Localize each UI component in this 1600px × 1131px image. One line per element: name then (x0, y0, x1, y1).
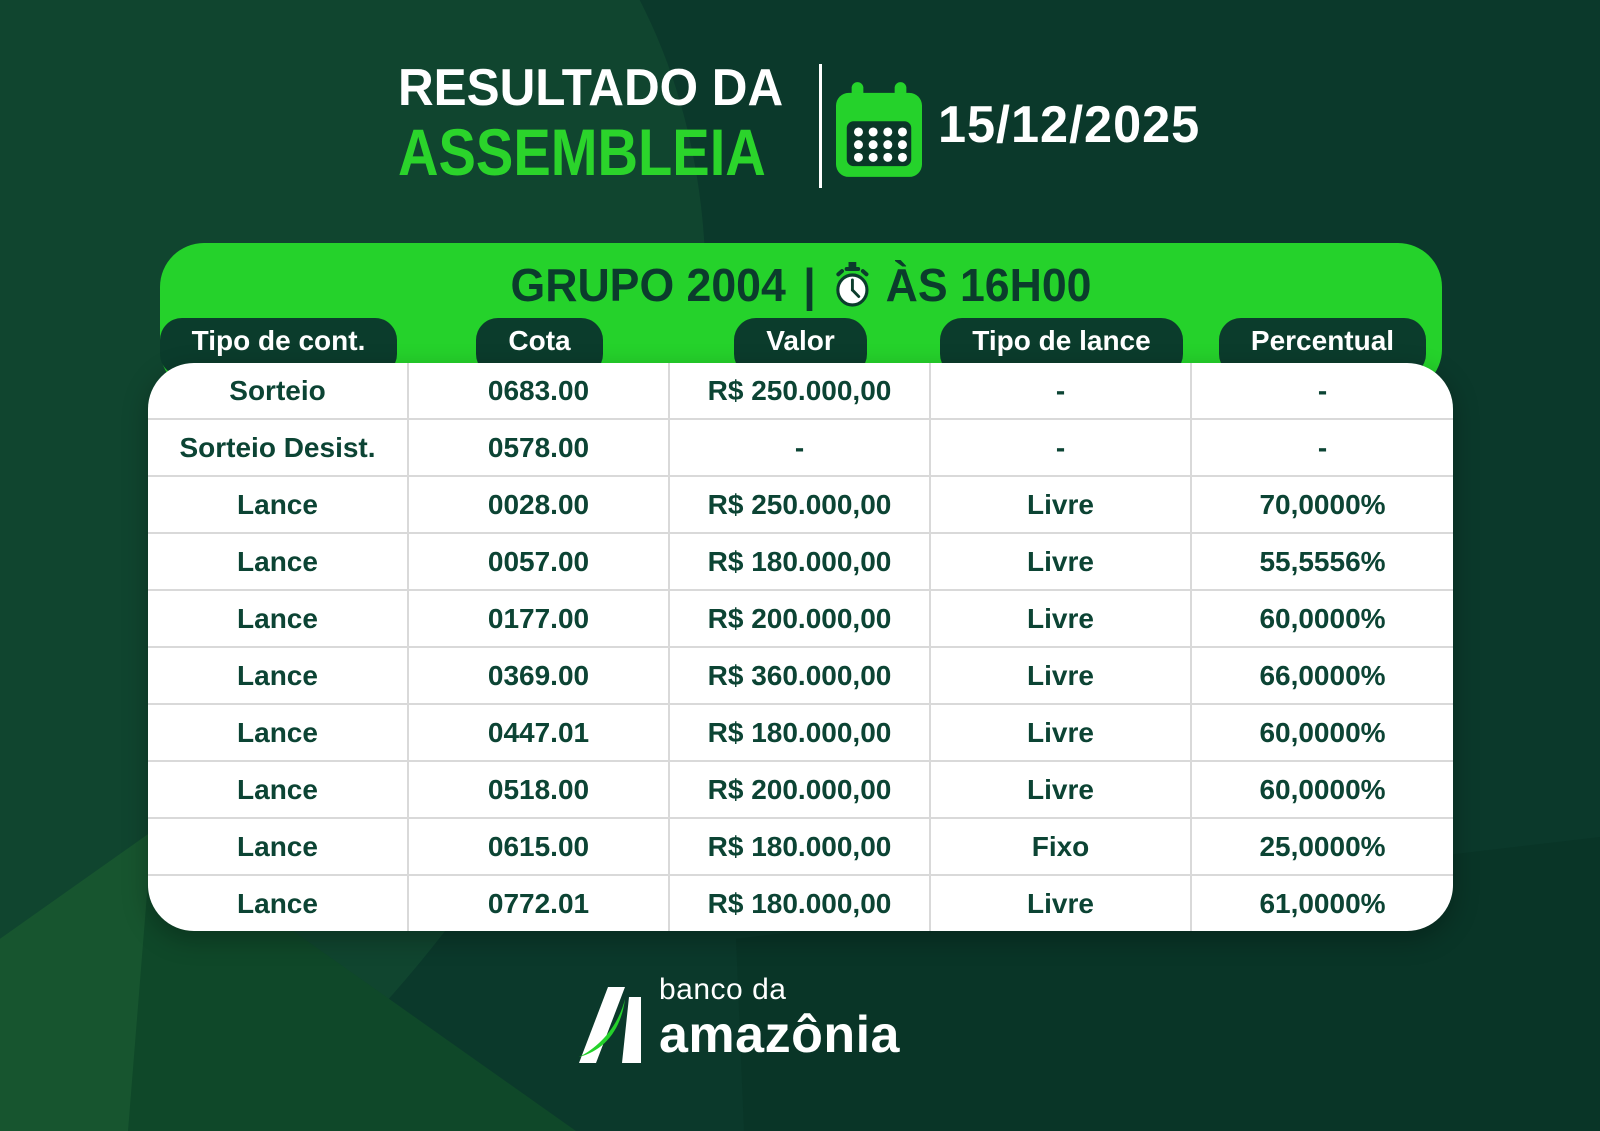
table-cell: 0518.00 (409, 762, 670, 817)
table-row: Sorteio 0683.00 R$ 250.000,00- - (148, 363, 1453, 418)
table-row: Lance 0615.00 R$ 180.000,00 Fixo 25,0000% (148, 817, 1453, 874)
table-cell: Lance (148, 477, 409, 532)
calendar-icon (836, 82, 922, 183)
table-cell: 60,0000% (1259, 716, 1386, 748)
page-title-line1: RESULTADO DA (398, 59, 784, 117)
table-cell: R$ 360.000,00 (670, 648, 931, 703)
table-cell: R$ 200.000,00 (670, 591, 931, 646)
table-cell: Lance (148, 534, 409, 589)
stopwatch-icon (833, 262, 872, 308)
table-cell: Sorteio (148, 363, 409, 418)
table-cell: Lance (148, 819, 409, 874)
header-divider (819, 64, 822, 188)
table-cell: Livre (931, 705, 1192, 760)
table-cell: Livre (931, 648, 1192, 703)
table-cell: - (1317, 431, 1328, 463)
bank-logo-line2: amazônia (659, 1006, 900, 1064)
table-cell: Livre (931, 762, 1192, 817)
assembly-date: 15/12/2025 (938, 96, 1201, 154)
table-cell: 60,0000% (1259, 602, 1386, 634)
table-row: Lance 0057.00 R$ 180.000,00 Livre 55,5556% (148, 532, 1453, 589)
table-cell: 0615.00 (409, 819, 670, 874)
table-cell: R$ 180.000,00 (670, 705, 931, 760)
group-time: ÀS 16H00 (885, 259, 1092, 311)
table-row: Lance 0028.00 R$ 250.000,00 Livre 70,0000% (148, 475, 1453, 532)
table-cell: R$ 200.000,00 (670, 762, 931, 817)
table-cell: 70,0000% (1259, 488, 1386, 520)
table-cell: Livre (931, 477, 1192, 532)
table-cell: Livre (931, 876, 1192, 931)
table-cell: 0028.00 (409, 477, 670, 532)
table-cell: Lance (148, 876, 409, 931)
table-cell: 0578.00 (409, 420, 670, 475)
bank-logo: banco da amazônia (577, 975, 900, 1063)
table-row: Sorteio Desist. 0578.00- - - (148, 418, 1453, 475)
group-title: GRUPO 2004 | ÀS 16H00 (179, 258, 1423, 312)
table-cell: Lance (148, 762, 409, 817)
table-row: Lance 0369.00 R$ 360.000,00 Livre 66,0000% (148, 646, 1453, 703)
table-cell: 0447.01 (409, 705, 670, 760)
table-cell: 0772.01 (409, 876, 670, 931)
table-cell: Lance (148, 591, 409, 646)
page-title-line2: ASSEMBLEIA (398, 115, 766, 190)
table-cell: Sorteio Desist. (148, 420, 409, 475)
table-cell: Lance (148, 648, 409, 703)
group-title-separator: | (803, 259, 816, 311)
table-cell: 0177.00 (409, 591, 670, 646)
bank-logo-text: banco da amazônia (659, 975, 900, 1063)
group-label: GRUPO 2004 (510, 259, 786, 311)
table-row: Lance 0447.01 R$ 180.000,00 Livre 60,0000% (148, 703, 1453, 760)
table-cell: R$ 250.000,00 (670, 477, 931, 532)
results-table: Sorteio 0683.00 R$ 250.000,00- - Sorteio Des… (148, 363, 1453, 931)
table-cell: - (1317, 374, 1328, 406)
table-row: Lance 0518.00 R$ 200.000,00 Livre 60,0000% (148, 760, 1453, 817)
table-cell: 0369.00 (409, 648, 670, 703)
table-cell: 60,0000% (1259, 773, 1386, 805)
table-cell: 66,0000% (1259, 659, 1386, 691)
table-cell: Livre (931, 591, 1192, 646)
table-cell: 0683.00 (409, 363, 670, 418)
page-title: RESULTADO DA ASSEMBLEIA (398, 59, 831, 190)
bank-logo-line1: banco da (659, 973, 787, 1006)
table-cell: 25,0000% (1259, 830, 1386, 862)
table-cell: R$ 250.000,00 (670, 363, 931, 418)
table-cell: R$ 180.000,00 (670, 876, 931, 931)
table-row: Lance 0772.01 R$ 180.000,00 Livre 61,0000% (148, 874, 1453, 931)
table-cell: 0057.00 (409, 534, 670, 589)
table-cell: R$ 180.000,00 (670, 534, 931, 589)
table-cell: Lance (148, 705, 409, 760)
table-cell: 61,0000% (1259, 887, 1386, 919)
table-cell: Livre (931, 534, 1192, 589)
table-cell: - (670, 420, 931, 475)
table-cell: R$ 180.000,00 (670, 819, 931, 874)
table-cell: - (931, 363, 1192, 418)
table-cell: Fixo (931, 819, 1192, 874)
table-cell: - (931, 420, 1192, 475)
banco-amazonia-logo-mark (577, 983, 643, 1063)
table-cell: 55,5556% (1259, 545, 1386, 577)
table-row: Lance 0177.00 R$ 200.000,00 Livre 60,0000% (148, 589, 1453, 646)
